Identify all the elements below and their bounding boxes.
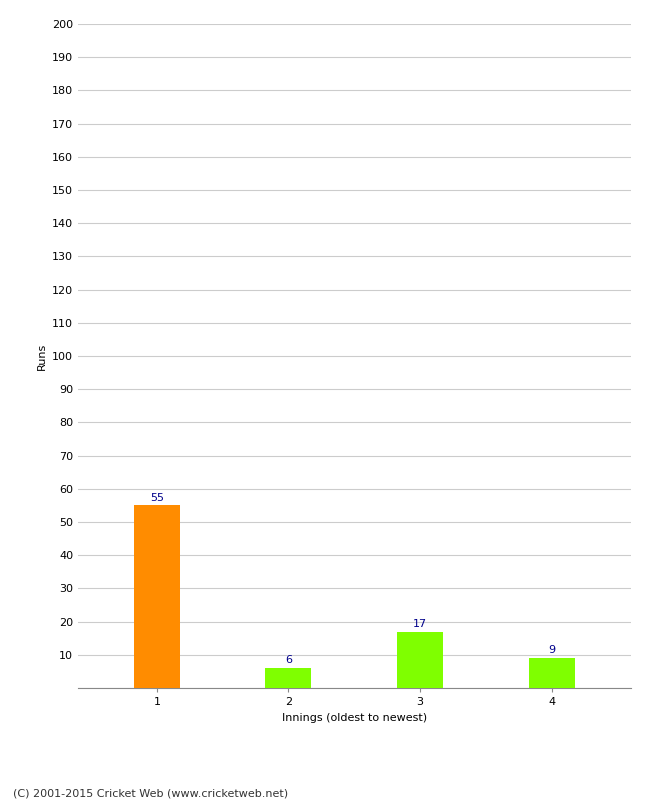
- Bar: [265, 668, 311, 688]
- Bar: [397, 631, 443, 688]
- Text: 55: 55: [150, 493, 164, 502]
- Text: 9: 9: [548, 646, 555, 655]
- Bar: [134, 506, 180, 688]
- Bar: [528, 658, 575, 688]
- Text: (C) 2001-2015 Cricket Web (www.cricketweb.net): (C) 2001-2015 Cricket Web (www.cricketwe…: [13, 788, 288, 798]
- Text: 17: 17: [413, 619, 427, 629]
- X-axis label: Innings (oldest to newest): Innings (oldest to newest): [281, 713, 427, 722]
- Text: 6: 6: [285, 655, 292, 666]
- Y-axis label: Runs: Runs: [36, 342, 46, 370]
